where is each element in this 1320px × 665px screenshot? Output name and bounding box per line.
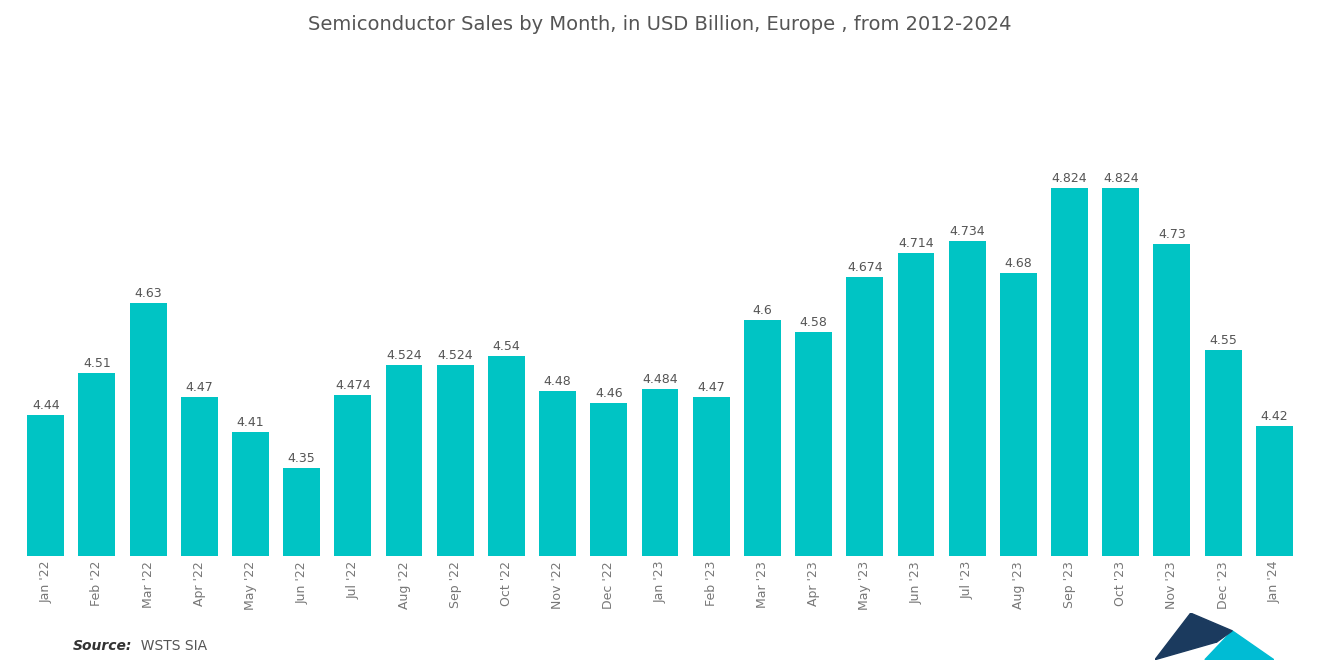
Text: 4.58: 4.58 [800, 316, 828, 329]
Text: 4.714: 4.714 [898, 237, 933, 250]
Bar [898, 253, 935, 556]
Bar [28, 414, 65, 556]
Bar [642, 388, 678, 556]
Bar [284, 467, 319, 556]
Bar [334, 394, 371, 556]
Bar [1154, 243, 1191, 556]
Text: 4.48: 4.48 [544, 375, 572, 388]
Bar [181, 397, 218, 556]
Text: 4.474: 4.474 [335, 378, 371, 392]
Polygon shape [1191, 613, 1233, 642]
Text: 4.734: 4.734 [949, 225, 985, 238]
Text: WSTS SIA: WSTS SIA [132, 639, 207, 653]
Bar [1205, 350, 1242, 556]
Text: 4.44: 4.44 [32, 399, 59, 412]
Text: 4.42: 4.42 [1261, 410, 1288, 424]
Text: 4.524: 4.524 [437, 349, 473, 362]
Text: 4.484: 4.484 [643, 373, 677, 386]
Bar [744, 321, 781, 556]
Text: 4.46: 4.46 [595, 387, 623, 400]
Title: Semiconductor Sales by Month, in USD Billion, Europe , from 2012-2024: Semiconductor Sales by Month, in USD Bil… [309, 15, 1011, 34]
Text: 4.54: 4.54 [492, 340, 520, 352]
Text: 4.47: 4.47 [185, 381, 213, 394]
Text: 4.824: 4.824 [1104, 172, 1139, 186]
Bar [1001, 273, 1036, 556]
Text: Source:: Source: [73, 639, 132, 653]
Text: 4.6: 4.6 [752, 305, 772, 317]
Text: 4.51: 4.51 [83, 357, 111, 370]
Text: 4.47: 4.47 [697, 381, 725, 394]
Bar [949, 241, 986, 556]
Bar [795, 332, 832, 556]
Bar [1255, 426, 1292, 556]
Text: 4.68: 4.68 [1005, 257, 1032, 270]
Bar [129, 303, 166, 556]
Bar [78, 373, 115, 556]
Text: 4.73: 4.73 [1158, 227, 1185, 241]
Bar [232, 432, 269, 556]
Bar [1102, 188, 1139, 556]
Text: 4.674: 4.674 [847, 261, 883, 274]
Bar [693, 397, 730, 556]
Text: 4.63: 4.63 [135, 287, 162, 300]
Bar [488, 356, 525, 556]
Text: 4.41: 4.41 [236, 416, 264, 430]
Bar [539, 391, 576, 556]
Polygon shape [1155, 613, 1217, 660]
Bar [590, 403, 627, 556]
Bar [1051, 188, 1088, 556]
Bar [846, 277, 883, 556]
Text: 4.824: 4.824 [1052, 172, 1088, 186]
Text: 4.35: 4.35 [288, 452, 315, 465]
Bar [437, 365, 474, 556]
Bar [385, 365, 422, 556]
Text: 4.524: 4.524 [387, 349, 422, 362]
Text: 4.55: 4.55 [1209, 334, 1237, 347]
Polygon shape [1205, 631, 1274, 660]
